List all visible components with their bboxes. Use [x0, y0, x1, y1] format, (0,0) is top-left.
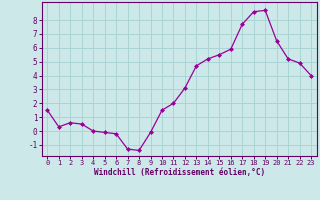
X-axis label: Windchill (Refroidissement éolien,°C): Windchill (Refroidissement éolien,°C) [94, 168, 265, 177]
